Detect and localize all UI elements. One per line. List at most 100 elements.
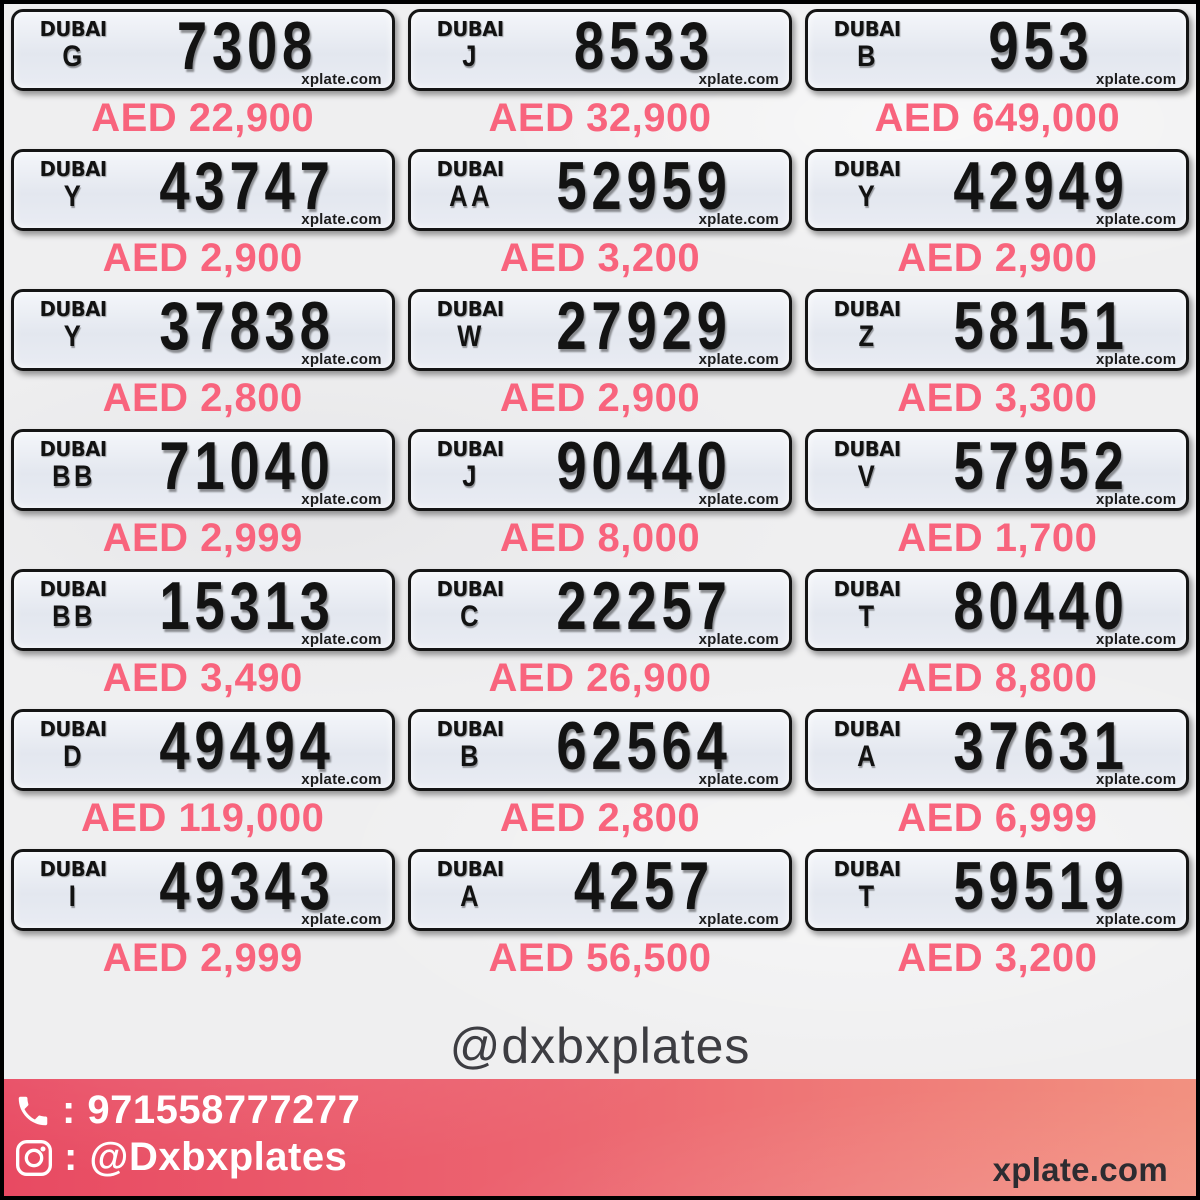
xplate-watermark: xplate.com	[301, 71, 382, 88]
plate-number: 57952	[953, 427, 1129, 504]
dubai-logo: DUBAI	[436, 437, 505, 461]
dubai-logo: DUBAI	[833, 437, 902, 461]
dubai-logo: DUBAI	[833, 17, 902, 41]
license-plate: DUBAI G 7308 xplate.com	[10, 9, 395, 91]
price-label: AED 8,000	[499, 516, 701, 560]
price-label: AED 2,900	[897, 236, 1098, 280]
plate-number: 59519	[953, 847, 1129, 924]
plate-number: 37631	[953, 707, 1129, 784]
license-plate: DUBAI A 4257 xplate.com	[407, 849, 792, 931]
plate-code: J	[462, 460, 480, 493]
license-plate: DUBAI Z 58151 xplate.com	[805, 289, 1190, 371]
plate-number: 15313	[159, 567, 335, 644]
plate-number: 62564	[556, 707, 732, 784]
instagram-handle-caption: @dxbxplates	[449, 1018, 751, 1074]
price-label: AED 32,900	[488, 96, 712, 140]
xplate-watermark: xplate.com	[698, 71, 779, 88]
phone-contact: : 971558777277	[14, 1087, 1196, 1134]
price-label: AED 6,999	[897, 796, 1098, 840]
plate-code: AA	[449, 180, 493, 213]
plate-listing: DUBAI T 59519 xplate.com AED 3,200	[799, 849, 1196, 989]
plate-listing: DUBAI J 90440 xplate.com AED 8,000	[401, 429, 798, 569]
plate-listing: DUBAI Y 43747 xplate.com AED 2,900	[4, 149, 401, 289]
footer-bar: : 971558777277 : @Dxbxplates xplate.com	[4, 1079, 1196, 1196]
license-plate: DUBAI J 8533 xplate.com	[407, 9, 792, 91]
plate-code: A	[857, 740, 880, 773]
xplate-watermark: xplate.com	[698, 631, 779, 648]
dubai-logo: DUBAI	[436, 717, 505, 741]
plate-logo-block: DUBAI AA	[429, 157, 513, 212]
price-label: AED 56,500	[488, 936, 712, 980]
dubai-logo: DUBAI	[833, 717, 902, 741]
price-label: AED 22,900	[91, 96, 315, 140]
license-plate: DUBAI BB 15313 xplate.com	[10, 567, 395, 651]
plate-listing: DUBAI AA 52959 xplate.com AED 3,200	[401, 149, 798, 289]
price-label: AED 2,999	[102, 516, 303, 560]
plate-listing: DUBAI BB 15313 xplate.com AED 3,490	[4, 569, 401, 709]
dubai-logo: DUBAI	[436, 17, 505, 41]
plate-code: G	[62, 40, 86, 73]
plate-logo-block: DUBAI V	[826, 437, 910, 492]
price-label: AED 2,999	[102, 936, 303, 980]
plate-code: T	[858, 600, 878, 633]
xplate-watermark: xplate.com	[301, 351, 382, 368]
plate-logo-block: DUBAI Y	[32, 297, 116, 352]
plate-code: Z	[858, 320, 878, 353]
price-label: AED 2,900	[102, 236, 303, 280]
plate-code: B	[857, 40, 880, 73]
instagram-handle-label: : @Dxbxplates	[64, 1135, 348, 1180]
license-plate: DUBAI Y 42949 xplate.com	[805, 149, 1190, 231]
plate-logo-block: DUBAI BB	[32, 437, 116, 492]
plate-number: 43747	[159, 147, 335, 224]
plate-logo-block: DUBAI A	[429, 857, 513, 912]
plate-listing: DUBAI Y 42949 xplate.com AED 2,900	[799, 149, 1196, 289]
dubai-logo: DUBAI	[39, 157, 107, 181]
plate-listing: DUBAI C 22257 xplate.com AED 26,900	[401, 569, 798, 709]
plate-code: Y	[63, 180, 84, 213]
site-brand: xplate.com	[992, 1151, 1168, 1188]
license-plate: DUBAI J 90440 xplate.com	[407, 429, 792, 511]
license-plate: DUBAI V 57952 xplate.com	[805, 427, 1190, 511]
plate-number: 52959	[556, 147, 732, 224]
xplate-watermark: xplate.com	[698, 911, 779, 928]
dubai-logo: DUBAI	[39, 717, 107, 741]
plate-number: 80440	[953, 567, 1129, 644]
license-plate: DUBAI AA 52959 xplate.com	[407, 147, 792, 231]
plate-logo-block: DUBAI I	[32, 857, 116, 912]
dubai-logo: DUBAI	[39, 437, 107, 461]
plate-code: A	[460, 880, 482, 913]
dubai-logo: DUBAI	[833, 857, 902, 881]
xplate-watermark: xplate.com	[301, 771, 382, 788]
xplate-watermark: xplate.com	[301, 491, 382, 508]
license-plate: DUBAI B 62564 xplate.com	[407, 707, 792, 791]
dubai-logo: DUBAI	[436, 157, 505, 181]
xplate-watermark: xplate.com	[1095, 491, 1177, 508]
price-label: AED 2,900	[499, 376, 701, 420]
plate-code: V	[858, 460, 879, 493]
plate-listing: DUBAI G 7308 xplate.com AED 22,900	[4, 9, 401, 149]
plate-logo-block: DUBAI W	[429, 297, 513, 352]
plate-logo-block: DUBAI J	[429, 17, 513, 72]
xplate-watermark: xplate.com	[1095, 911, 1177, 928]
plate-listing: DUBAI A 37631 xplate.com AED 6,999	[799, 709, 1196, 849]
contact-lines: : 971558777277 : @Dxbxplates	[4, 1079, 1196, 1181]
plate-code: T	[858, 880, 878, 913]
dubai-logo: DUBAI	[833, 297, 902, 321]
price-label: AED 2,800	[102, 376, 303, 420]
dubai-logo: DUBAI	[39, 857, 107, 881]
license-plate: DUBAI Y 43747 xplate.com	[10, 147, 395, 231]
phone-number-label: : 971558777277	[62, 1088, 361, 1132]
license-plate: DUBAI B 953 xplate.com	[805, 9, 1190, 91]
xplate-watermark: xplate.com	[698, 771, 779, 788]
plate-code: J	[462, 40, 480, 73]
plate-listing: DUBAI T 80440 xplate.com AED 8,800	[799, 569, 1196, 709]
price-label: AED 2,800	[499, 796, 701, 840]
price-label: AED 3,490	[102, 656, 303, 700]
license-plate: DUBAI Y 37838 xplate.com	[10, 289, 395, 371]
plate-logo-block: DUBAI C	[429, 577, 513, 632]
plate-number: 71040	[159, 427, 335, 504]
xplate-watermark: xplate.com	[301, 631, 382, 648]
xplate-watermark: xplate.com	[698, 491, 779, 508]
price-label: AED 649,000	[874, 96, 1121, 140]
plate-logo-block: DUBAI B	[429, 717, 513, 772]
